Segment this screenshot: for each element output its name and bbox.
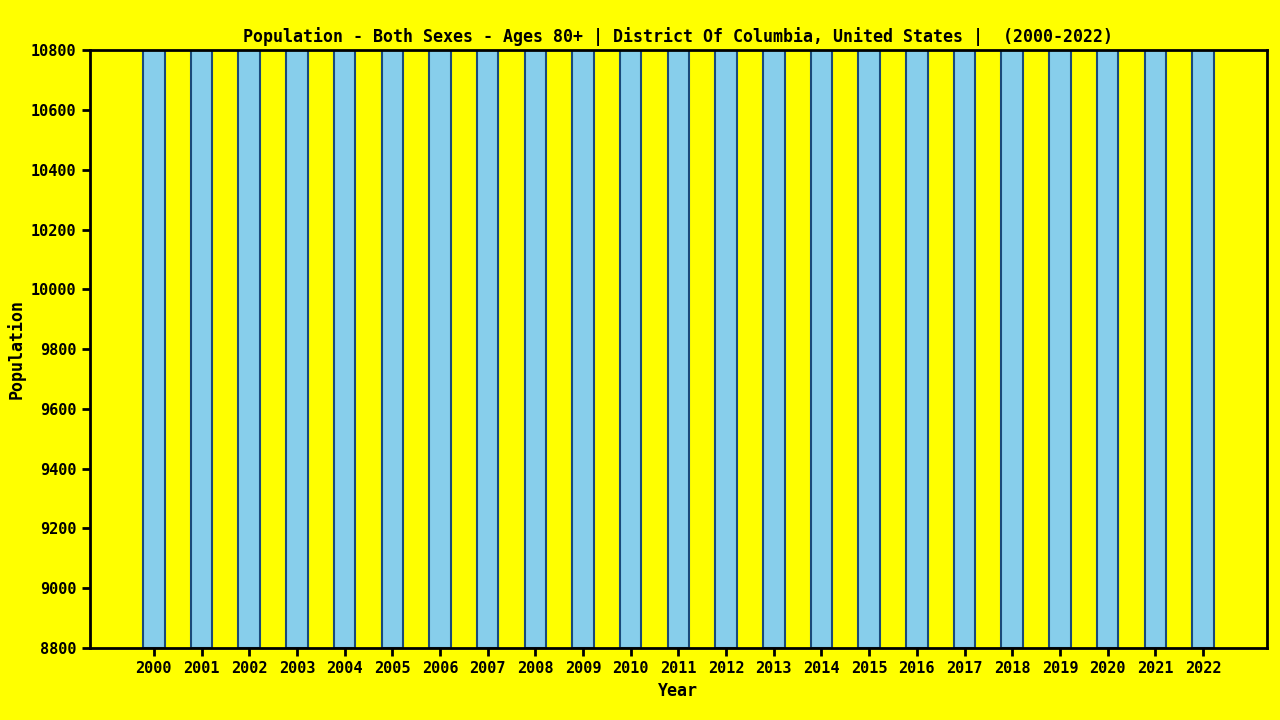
Bar (954, 0, 975, 648)
Bar (477, 0, 498, 648)
Bar (620, 0, 641, 648)
Bar (1097, 0, 1119, 648)
Bar (572, 0, 594, 648)
Bar (1192, 0, 1213, 648)
Bar (525, 0, 547, 648)
Bar (1144, 0, 1166, 648)
X-axis label: Year: Year (658, 682, 699, 700)
Bar (1001, 0, 1023, 648)
Bar (143, 0, 165, 648)
Bar (763, 0, 785, 648)
Y-axis label: Population: Population (6, 300, 26, 399)
Title: Population - Both Sexes - Ages 80+ | District Of Columbia, United States |  (200: Population - Both Sexes - Ages 80+ | Dis… (243, 27, 1114, 46)
Bar (191, 0, 212, 648)
Bar (810, 0, 832, 648)
Bar (859, 0, 879, 648)
Bar (716, 0, 737, 648)
Bar (429, 0, 451, 648)
Bar (1050, 0, 1070, 648)
Bar (668, 0, 689, 648)
Bar (906, 0, 928, 648)
Bar (334, 0, 356, 648)
Bar (381, 0, 403, 648)
Bar (287, 0, 307, 648)
Bar (238, 0, 260, 648)
